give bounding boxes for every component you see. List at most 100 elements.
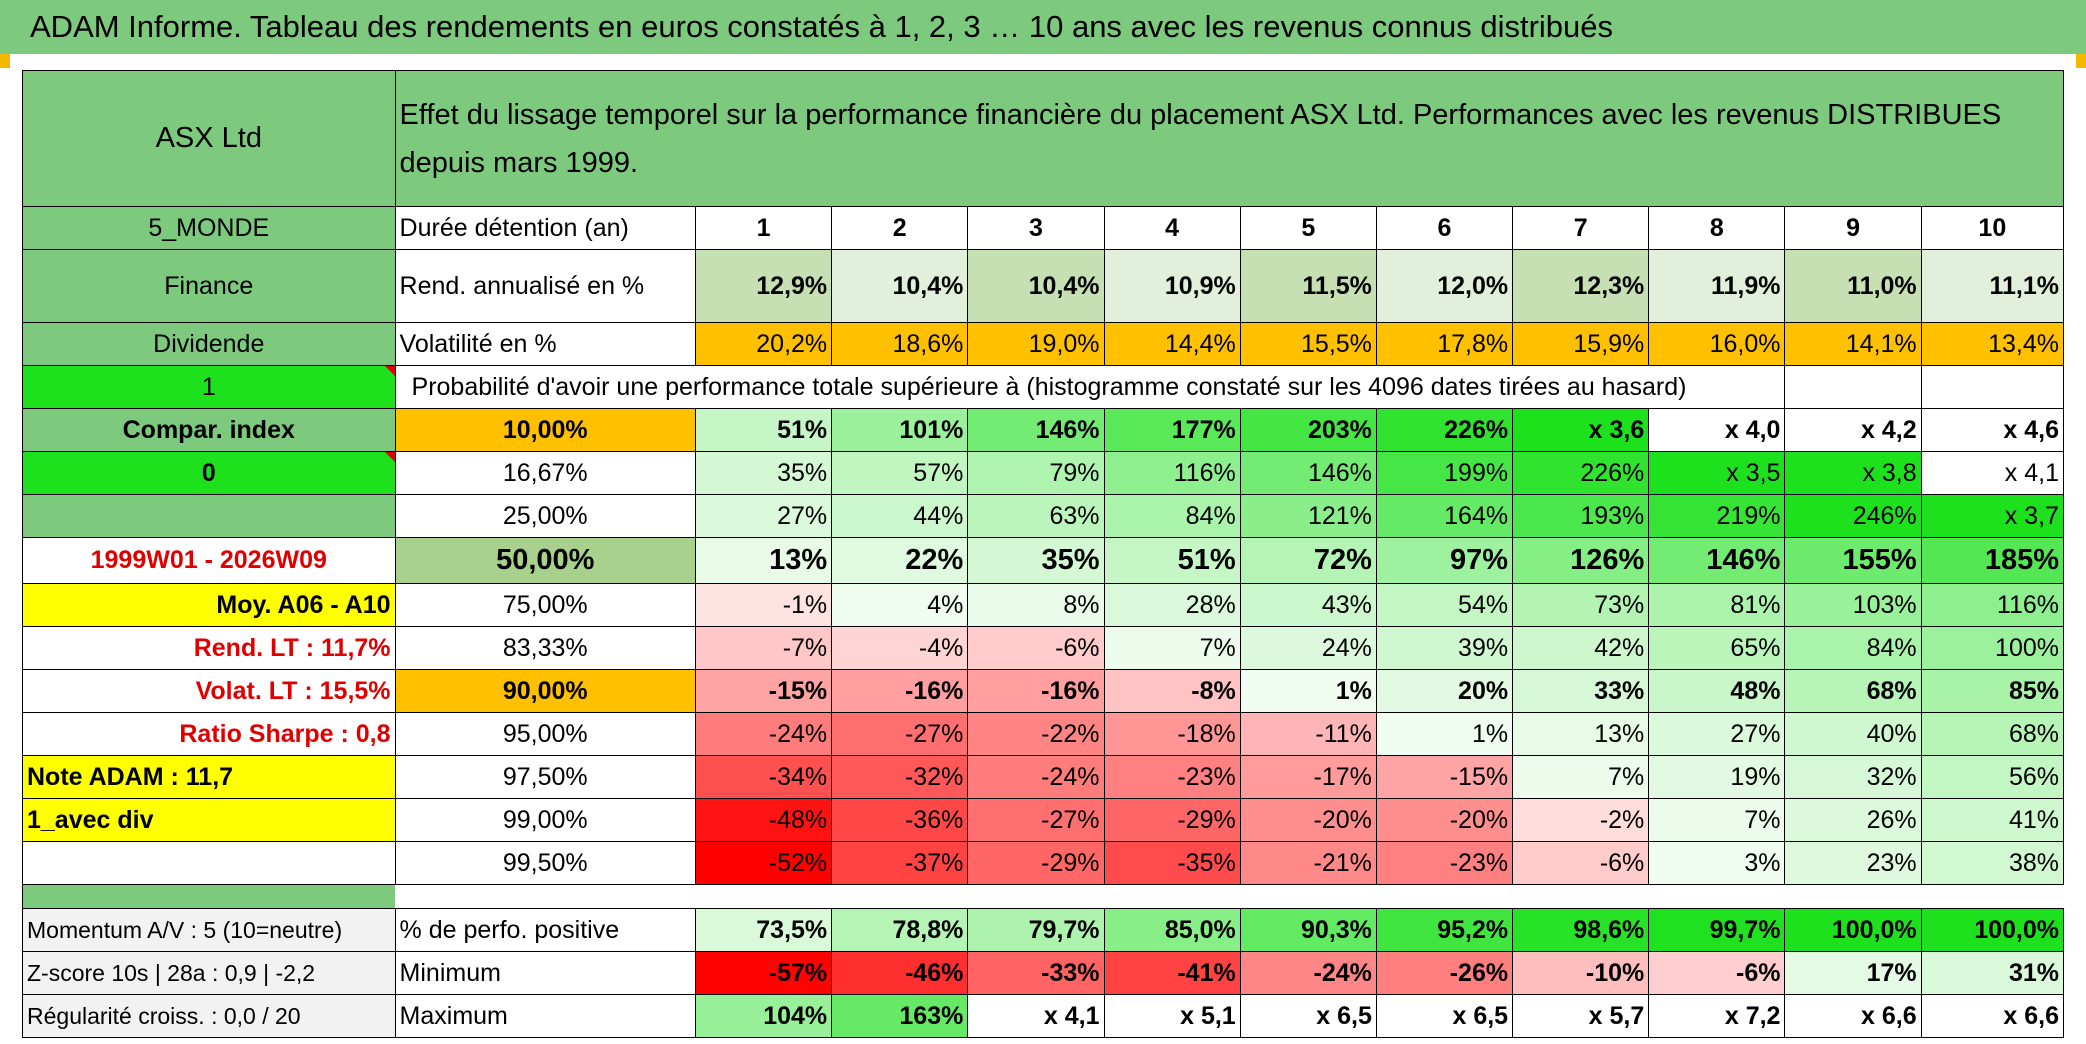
quantile-value: 177% — [1103, 408, 1241, 452]
year-header: 4 — [1103, 206, 1241, 250]
quantile-value: 43% — [1239, 583, 1377, 627]
quantile-value: -24% — [967, 755, 1105, 799]
positive-pct-value: 100,0% — [1784, 908, 1922, 952]
vol-value: 17,8% — [1375, 322, 1514, 366]
report-title: ADAM Informe. Tableau des rendements en … — [0, 0, 2086, 54]
quantile-value: 8% — [967, 583, 1105, 627]
maximum-value: x 4,1 — [967, 994, 1105, 1038]
positive-pct-value: 99,7% — [1648, 908, 1786, 952]
quantile-value: -23% — [1103, 755, 1241, 799]
quantile-value: 84% — [1103, 494, 1241, 538]
vol-value: 20,2% — [694, 322, 833, 366]
duration-label: Durée détention (an) — [394, 206, 696, 250]
separator-blank — [395, 884, 2064, 909]
empty-cell — [1784, 365, 1922, 409]
positive-pct-value: 95,2% — [1375, 908, 1514, 952]
moy-label: Moy. A06 - A10 — [22, 583, 396, 627]
description-text: Effet du lissage temporel sur la perform… — [399, 98, 2002, 179]
minimum-value: -33% — [967, 951, 1105, 995]
quantile-value: -24% — [694, 712, 833, 756]
quantile-value: 3% — [1648, 841, 1786, 885]
quantile-value: -23% — [1375, 841, 1514, 885]
year-header: 10 — [1920, 206, 2065, 250]
quantile-value: 219% — [1648, 494, 1786, 538]
positive-pct-value: 85,0% — [1103, 908, 1241, 952]
quantile-value: -32% — [831, 755, 969, 799]
quantile-value: 35% — [967, 537, 1105, 584]
positive-pct-value: 98,6% — [1512, 908, 1650, 952]
vol-value: 14,1% — [1784, 322, 1922, 366]
rend-value: 10,9% — [1103, 249, 1241, 323]
quantile-value: -48% — [694, 798, 833, 842]
year-header: 8 — [1648, 206, 1786, 250]
quantile-value: -52% — [694, 841, 833, 885]
quantile-label: 95,00% — [394, 712, 696, 756]
quantile-value: 27% — [694, 494, 833, 538]
quantile-value: -15% — [694, 669, 833, 713]
quantile-value: -29% — [967, 841, 1105, 885]
quantile-value: 7% — [1512, 755, 1650, 799]
year-header: 7 — [1512, 206, 1650, 250]
quantile-value: 146% — [1648, 537, 1786, 584]
performance-table: ASX Ltd Effet du lissage temporel sur la… — [22, 70, 2065, 1038]
maximum-value: x 6,6 — [1784, 994, 1922, 1038]
quantile-value: -11% — [1239, 712, 1377, 756]
minimum-value: 17% — [1784, 951, 1922, 995]
pos-label: % de perfo. positive — [394, 908, 696, 952]
table-description: Effet du lissage temporel sur la perform… — [394, 70, 2065, 207]
quantile-value: -2% — [1512, 798, 1650, 842]
quantile-value: 26% — [1784, 798, 1922, 842]
flag-zero: 0 — [22, 451, 396, 495]
vol-value: 15,9% — [1512, 322, 1650, 366]
quantile-label: 97,50% — [394, 755, 696, 799]
quantile-value: 116% — [1103, 451, 1241, 495]
vol-value: 19,0% — [967, 322, 1105, 366]
quantile-value: -27% — [831, 712, 969, 756]
quantile-value: 38% — [1920, 841, 2065, 885]
quantile-value: 42% — [1512, 626, 1650, 670]
quantile-value: x 4,2 — [1784, 408, 1922, 452]
max-label: Maximum — [394, 994, 696, 1038]
minimum-value: -6% — [1648, 951, 1786, 995]
minimum-value: -57% — [694, 951, 833, 995]
vol-value: 16,0% — [1648, 322, 1786, 366]
quantile-value: 13% — [1512, 712, 1650, 756]
positive-pct-value: 100,0% — [1920, 908, 2065, 952]
quantile-value: 185% — [1920, 537, 2065, 584]
quantile-value: -21% — [1239, 841, 1377, 885]
quantile-value: 146% — [967, 408, 1105, 452]
quantile-value: -16% — [967, 669, 1105, 713]
quantile-label: 25,00% — [394, 494, 696, 538]
quantile-value: 226% — [1512, 451, 1650, 495]
quantile-value: 97% — [1375, 537, 1514, 584]
quantile-value: 72% — [1239, 537, 1377, 584]
maximum-value: x 6,5 — [1375, 994, 1514, 1038]
quantile-value: 79% — [967, 451, 1105, 495]
sharpe-label: Ratio Sharpe : 0,8 — [22, 712, 396, 756]
quantile-value: 246% — [1784, 494, 1922, 538]
quantile-value: x 3,8 — [1784, 451, 1922, 495]
vol-label: Volatilité en % — [394, 322, 696, 366]
quantile-value: -27% — [967, 798, 1105, 842]
flag-one: 1 — [22, 365, 396, 409]
quantile-value: 48% — [1648, 669, 1786, 713]
min-label: Minimum — [394, 951, 696, 995]
quantile-value: -37% — [831, 841, 969, 885]
quantile-value: -8% — [1103, 669, 1241, 713]
quantile-value: 56% — [1920, 755, 2065, 799]
quantile-value: x 3,6 — [1512, 408, 1650, 452]
year-header: 2 — [831, 206, 969, 250]
quantile-value: -36% — [831, 798, 969, 842]
quantile-label: 99,50% — [394, 841, 696, 885]
rend-value: 12,0% — [1375, 249, 1514, 323]
quantile-label: 50,00% — [394, 537, 696, 584]
momentum-label: Momentum A/V : 5 (10=neutre) — [22, 908, 396, 952]
positive-pct-value: 79,7% — [967, 908, 1105, 952]
quantile-label: 75,00% — [394, 583, 696, 627]
quantile-value: 116% — [1920, 583, 2065, 627]
positive-pct-value: 78,8% — [831, 908, 969, 952]
quantile-value: 51% — [1103, 537, 1241, 584]
corner-mark-right — [2076, 54, 2086, 68]
probability-label: Probabilité d'avoir une performance tota… — [394, 365, 1786, 409]
quantile-value: 203% — [1239, 408, 1377, 452]
